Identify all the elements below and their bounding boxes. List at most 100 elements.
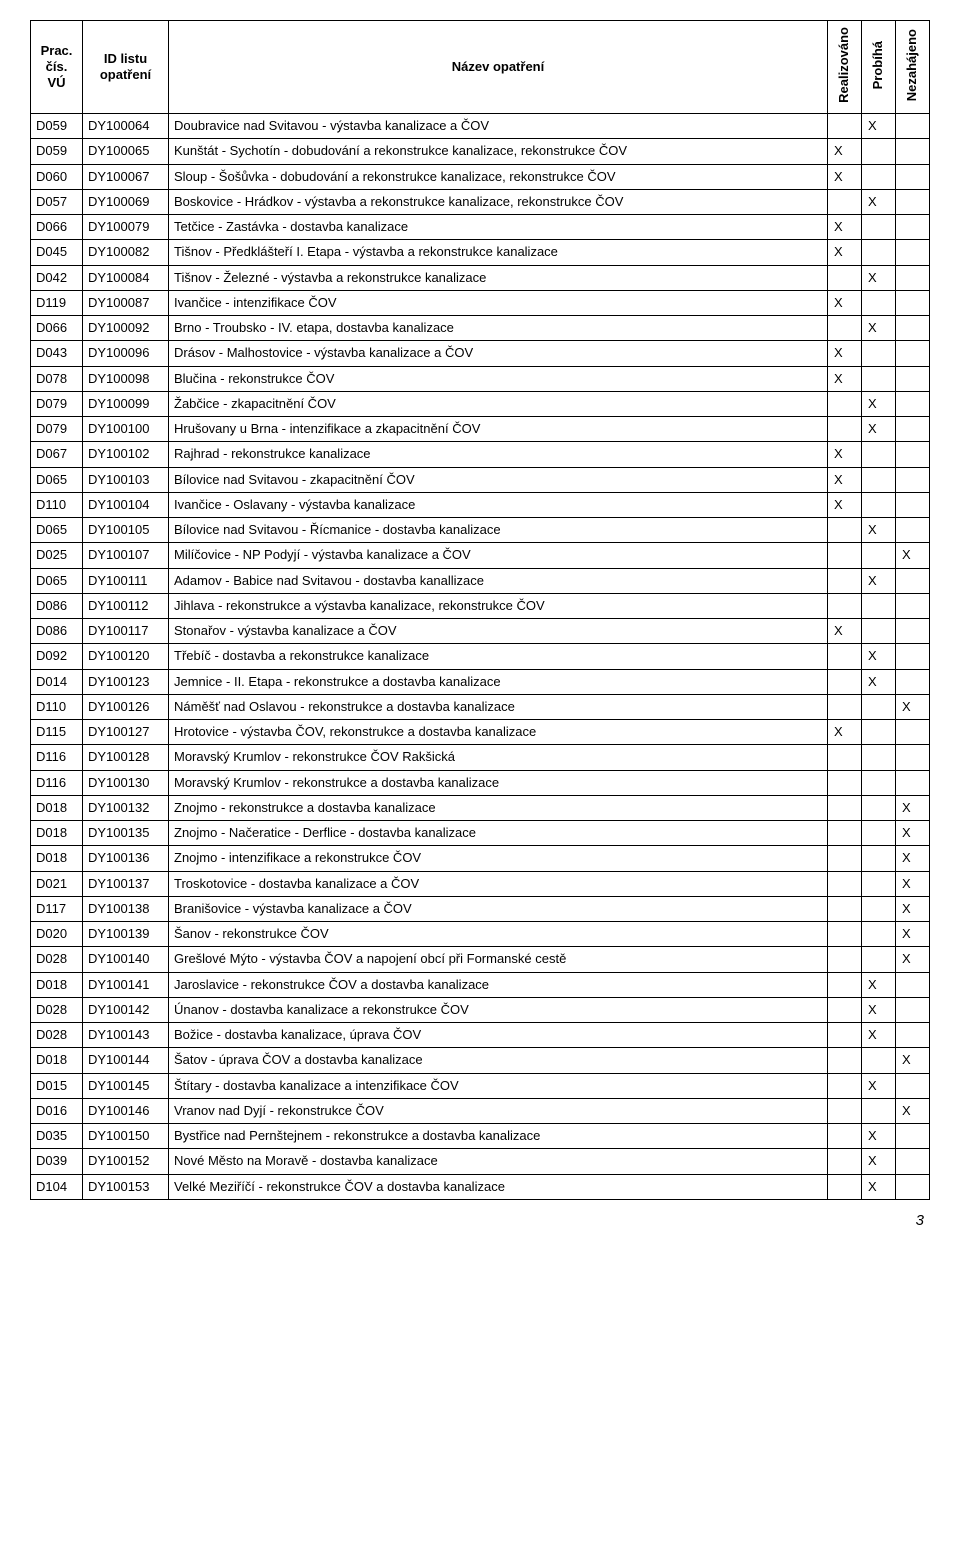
table-row: D028DY100142Únanov - dostavba kanalizace… xyxy=(31,997,930,1022)
cell-realizovano xyxy=(828,114,862,139)
cell-nezahajeno xyxy=(896,644,930,669)
cell-name: Náměšť nad Oslavou - rekonstrukce a dost… xyxy=(169,694,828,719)
cell-prac: D057 xyxy=(31,189,83,214)
cell-realizovano: X xyxy=(828,341,862,366)
cell-realizovano xyxy=(828,871,862,896)
cell-probiha xyxy=(862,821,896,846)
cell-realizovano: X xyxy=(828,467,862,492)
table-row: D060DY100067Sloup - Šošůvka - dobudování… xyxy=(31,164,930,189)
cell-probiha xyxy=(862,1048,896,1073)
cell-id: DY100145 xyxy=(83,1073,169,1098)
cell-realizovano xyxy=(828,568,862,593)
cell-probiha xyxy=(862,467,896,492)
cell-prac: D067 xyxy=(31,442,83,467)
cell-prac: D018 xyxy=(31,972,83,997)
cell-probiha: X xyxy=(862,1149,896,1174)
cell-realizovano xyxy=(828,821,862,846)
cell-name: Grešlové Mýto - výstavba ČOV a napojení … xyxy=(169,947,828,972)
cell-probiha xyxy=(862,1098,896,1123)
cell-prac: D018 xyxy=(31,846,83,871)
cell-realizovano: X xyxy=(828,139,862,164)
cell-nezahajeno xyxy=(896,1023,930,1048)
cell-probiha xyxy=(862,492,896,517)
table-row: D016DY100146Vranov nad Dyjí - rekonstruk… xyxy=(31,1098,930,1123)
cell-prac: D092 xyxy=(31,644,83,669)
cell-probiha xyxy=(862,290,896,315)
cell-realizovano: X xyxy=(828,720,862,745)
cell-realizovano: X xyxy=(828,290,862,315)
cell-id: DY100123 xyxy=(83,669,169,694)
cell-prac: D066 xyxy=(31,316,83,341)
table-row: D018DY100144Šatov - úprava ČOV a dostavb… xyxy=(31,1048,930,1073)
cell-probiha: X xyxy=(862,568,896,593)
cell-name: Jaroslavice - rekonstrukce ČOV a dostavb… xyxy=(169,972,828,997)
cell-nezahajeno: X xyxy=(896,543,930,568)
cell-nezahajeno: X xyxy=(896,947,930,972)
cell-probiha: X xyxy=(862,1124,896,1149)
cell-prac: D078 xyxy=(31,366,83,391)
cell-name: Jemnice - II. Etapa - rekonstrukce a dos… xyxy=(169,669,828,694)
cell-name: Žabčice - zkapacitnění ČOV xyxy=(169,391,828,416)
table-row: D059DY100064Doubravice nad Svitavou - vý… xyxy=(31,114,930,139)
table-row: D021DY100137Troskotovice - dostavba kana… xyxy=(31,871,930,896)
cell-realizovano xyxy=(828,1023,862,1048)
cell-prac: D119 xyxy=(31,290,83,315)
cell-name: Hrotovice - výstavba ČOV, rekonstrukce a… xyxy=(169,720,828,745)
cell-name: Boskovice - Hrádkov - výstavba a rekonst… xyxy=(169,189,828,214)
table-row: D042DY100084Tišnov - Železné - výstavba … xyxy=(31,265,930,290)
cell-id: DY100150 xyxy=(83,1124,169,1149)
cell-realizovano xyxy=(828,265,862,290)
cell-prac: D025 xyxy=(31,543,83,568)
cell-id: DY100087 xyxy=(83,290,169,315)
table-row: D116DY100130Moravský Krumlov - rekonstru… xyxy=(31,770,930,795)
cell-nezahajeno xyxy=(896,240,930,265)
cell-prac: D065 xyxy=(31,518,83,543)
cell-probiha: X xyxy=(862,391,896,416)
cell-nezahajeno xyxy=(896,391,930,416)
table-row: D066DY100079Tetčice - Zastávka - dostavb… xyxy=(31,215,930,240)
table-row: D039DY100152Nové Město na Moravě - dosta… xyxy=(31,1149,930,1174)
cell-realizovano xyxy=(828,1174,862,1199)
table-row: D115DY100127Hrotovice - výstavba ČOV, re… xyxy=(31,720,930,745)
cell-name: Božice - dostavba kanalizace, úprava ČOV xyxy=(169,1023,828,1048)
cell-id: DY100135 xyxy=(83,821,169,846)
table-row: D065DY100111Adamov - Babice nad Svitavou… xyxy=(31,568,930,593)
cell-nezahajeno xyxy=(896,442,930,467)
cell-probiha xyxy=(862,896,896,921)
table-row: D018DY100141Jaroslavice - rekonstrukce Č… xyxy=(31,972,930,997)
table-row: D045DY100082Tišnov - Předklášteří I. Eta… xyxy=(31,240,930,265)
table-row: D065DY100105Bílovice nad Svitavou - Řícm… xyxy=(31,518,930,543)
cell-prac: D110 xyxy=(31,694,83,719)
cell-probiha xyxy=(862,139,896,164)
table-row: D119DY100087Ivančice - intenzifikace ČOV… xyxy=(31,290,930,315)
cell-probiha: X xyxy=(862,644,896,669)
cell-id: DY100152 xyxy=(83,1149,169,1174)
cell-prac: D021 xyxy=(31,871,83,896)
cell-realizovano xyxy=(828,391,862,416)
cell-probiha xyxy=(862,947,896,972)
cell-probiha: X xyxy=(862,417,896,442)
cell-probiha: X xyxy=(862,114,896,139)
cell-nezahajeno xyxy=(896,745,930,770)
page-number: 3 xyxy=(30,1212,930,1229)
cell-prac: D079 xyxy=(31,391,83,416)
cell-id: DY100137 xyxy=(83,871,169,896)
cell-realizovano xyxy=(828,518,862,543)
cell-prac: D014 xyxy=(31,669,83,694)
cell-id: DY100069 xyxy=(83,189,169,214)
cell-prac: D110 xyxy=(31,492,83,517)
cell-realizovano xyxy=(828,795,862,820)
cell-id: DY100136 xyxy=(83,846,169,871)
cell-prac: D028 xyxy=(31,947,83,972)
cell-realizovano: X xyxy=(828,442,862,467)
cell-id: DY100104 xyxy=(83,492,169,517)
cell-probiha xyxy=(862,164,896,189)
cell-id: DY100100 xyxy=(83,417,169,442)
cell-name: Brno - Troubsko - IV. etapa, dostavba ka… xyxy=(169,316,828,341)
cell-realizovano xyxy=(828,669,862,694)
cell-name: Branišovice - výstavba kanalizace a ČOV xyxy=(169,896,828,921)
cell-probiha xyxy=(862,341,896,366)
cell-nezahajeno xyxy=(896,189,930,214)
cell-name: Ivančice - Oslavany - výstavba kanalizac… xyxy=(169,492,828,517)
table-row: D015DY100145Štítary - dostavba kanalizac… xyxy=(31,1073,930,1098)
